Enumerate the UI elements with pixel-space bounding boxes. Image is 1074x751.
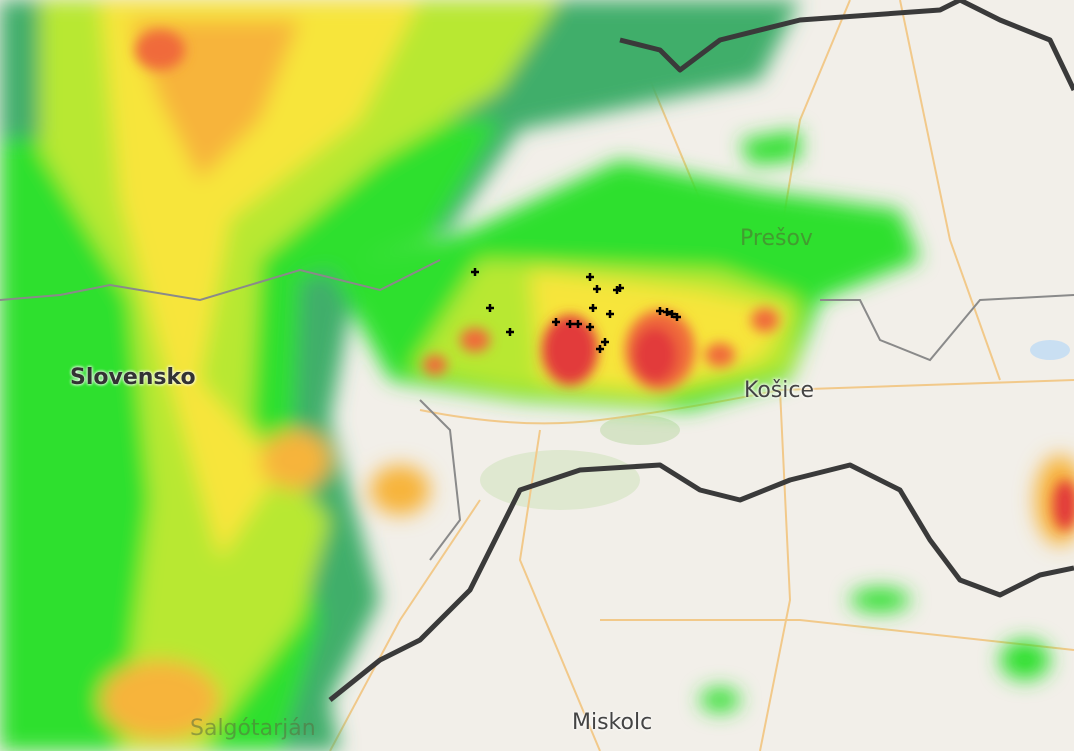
lightning-strike-icon <box>566 320 574 328</box>
lightning-strike-icon <box>552 318 560 326</box>
lightning-strike-icon <box>586 273 594 281</box>
label-salgotarjan: Salgótarján <box>190 716 316 741</box>
lightning-strike-icon <box>589 304 597 312</box>
lightning-strike-icon <box>616 284 624 292</box>
admin-borders <box>0 259 1074 561</box>
label-kosice: Košice <box>744 378 814 403</box>
label-slovensko: Slovensko <box>70 365 196 390</box>
country-borders <box>328 0 1074 702</box>
lightning-strike-icon <box>656 307 664 315</box>
lightning-strike-icon <box>663 308 671 316</box>
lightning-strike-icon <box>593 285 601 293</box>
lightning-strike-icon <box>596 345 604 353</box>
lightning-strike-icon <box>574 320 582 328</box>
lightning-strike-icon <box>586 323 594 331</box>
label-miskolc: Miskolc <box>572 710 653 735</box>
lightning-strike-icon <box>506 328 514 336</box>
label-presov: Prešov <box>740 226 813 251</box>
lightning-strike-icon <box>601 338 609 346</box>
lightning-strike-icon <box>471 268 479 276</box>
lightning-strike-icon <box>486 304 494 312</box>
lightning-strike-icon <box>606 310 614 318</box>
lightning-strike-icon <box>668 310 676 318</box>
roads <box>329 0 1074 751</box>
lightning-strike-icon <box>673 313 681 321</box>
lightning-strikes <box>471 268 681 353</box>
